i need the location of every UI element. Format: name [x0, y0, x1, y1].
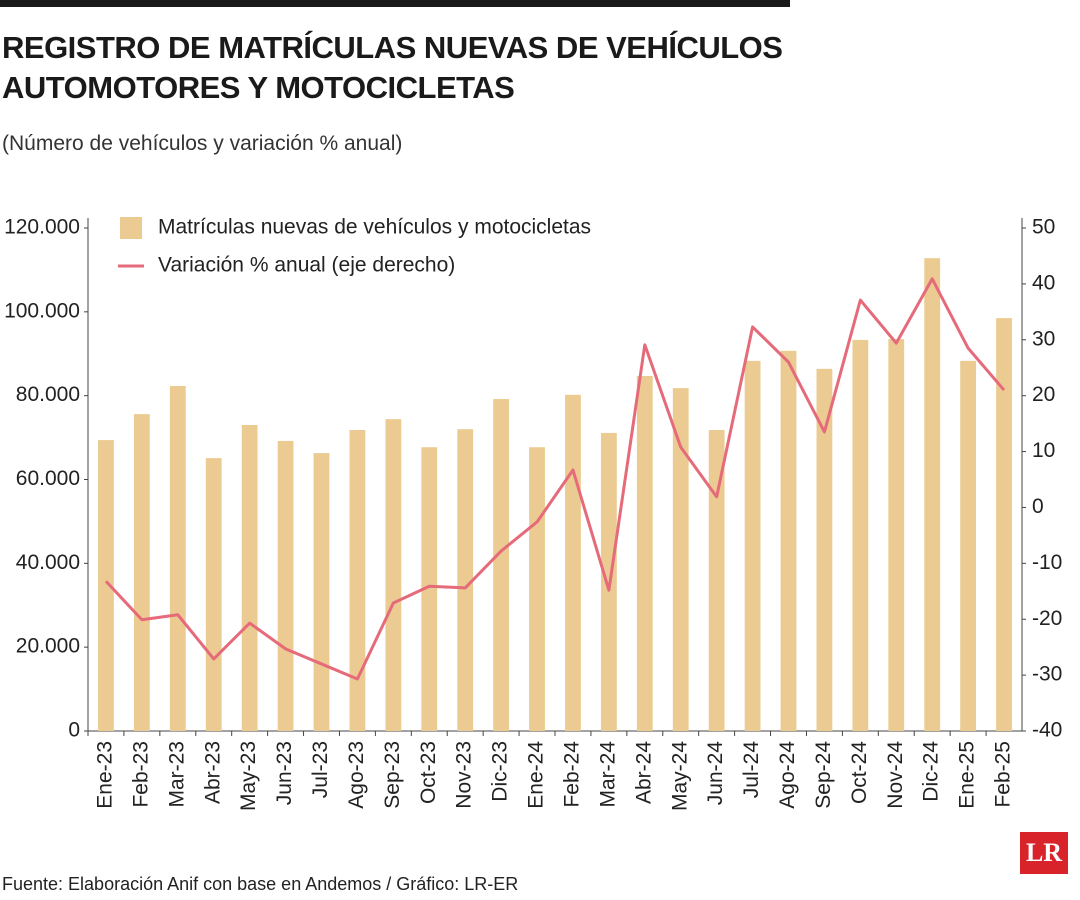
y2-tick-label: 30	[1032, 327, 1055, 350]
bar	[241, 425, 258, 731]
x-tick-label: Ene-25	[956, 741, 979, 809]
line	[104, 277, 1006, 681]
y2-tick-label: 0	[1032, 495, 1044, 518]
y2-tick-label: 20	[1032, 383, 1055, 406]
bar	[457, 429, 474, 731]
bar	[780, 350, 797, 731]
x-tick-label: Nov-23	[453, 741, 476, 809]
x-tick-label: Dic-24	[920, 741, 943, 802]
y-tick-label: 0	[68, 719, 80, 742]
y2-tick-label: -10	[1032, 551, 1062, 574]
x-tick-label: Ene-23	[94, 741, 117, 809]
x-tick-label: Mar-23	[165, 741, 188, 808]
y-tick-label: 80.000	[16, 383, 80, 406]
x-tick-label: Ago-23	[345, 741, 368, 809]
legend-label: Variación % anual (eje derecho)	[158, 254, 455, 277]
y2-tick-label: -40	[1032, 719, 1062, 742]
x-tick-label: Oct-24	[848, 741, 871, 804]
bar	[852, 339, 869, 731]
y2-tick-label: 50	[1032, 216, 1055, 239]
x-tick-label: Ago-24	[776, 741, 799, 809]
x-tick-label: Abr-23	[201, 741, 224, 804]
y2-tick-label: -30	[1032, 663, 1062, 686]
bar	[133, 414, 150, 731]
bar	[672, 388, 689, 731]
y-tick-label: 20.000	[16, 635, 80, 658]
x-tick-label: Feb-24	[561, 741, 584, 808]
y-tick-label: 100.000	[4, 299, 80, 322]
x-tick-label: Jul-23	[309, 741, 332, 798]
chart: 0 20.000 40.000 60.000 80.000 100.000 120.000 -…	[4, 216, 1062, 811]
x-tick-label: Jun-24	[704, 741, 727, 806]
bar	[996, 318, 1012, 731]
bar	[349, 430, 366, 731]
x-tick-label: Oct-23	[417, 741, 440, 804]
x-tick-label: Sep-23	[381, 741, 404, 809]
y-tick-label: 120.000	[4, 216, 80, 239]
y2-tick-label: 40	[1032, 271, 1055, 294]
y-tick-label: 40.000	[16, 551, 80, 574]
bar	[816, 368, 833, 731]
legend-swatch	[120, 217, 142, 239]
bar	[385, 419, 402, 731]
y2-tick-label: 10	[1032, 439, 1055, 462]
bar	[744, 360, 761, 731]
x-tick-label: Nov-24	[884, 741, 907, 809]
bar	[708, 430, 725, 731]
bar	[565, 394, 581, 731]
bar	[888, 339, 905, 731]
bar	[529, 447, 545, 731]
bar	[421, 447, 438, 731]
bar	[313, 453, 330, 731]
bar	[636, 375, 653, 731]
bar	[277, 440, 294, 731]
bar	[169, 386, 186, 731]
x-tick-label: Jun-23	[273, 741, 296, 805]
x-tick-label: Feb-23	[129, 741, 152, 808]
y-tick-label: 60.000	[16, 467, 80, 490]
x-tick-label: Dic-23	[489, 741, 512, 802]
x-tick-label: Sep-24	[812, 741, 835, 809]
x-tick-label: Mar-24	[596, 741, 619, 808]
source-note: Fuente: Elaboración Anif con base en And…	[2, 874, 519, 894]
bar	[205, 458, 222, 731]
bar	[960, 360, 977, 731]
bar	[98, 440, 114, 731]
x-tick-label: May-23	[237, 741, 260, 811]
logo: LR	[1020, 832, 1068, 874]
top-rule	[0, 0, 790, 7]
x-tick-label: Abr-24	[632, 741, 655, 804]
bar	[493, 399, 510, 731]
legend-label: Matrículas nuevas de vehículos y motocic…	[158, 216, 591, 239]
bar	[924, 258, 941, 731]
y2-tick-label: -20	[1032, 607, 1062, 630]
x-tick-label: Jul-24	[740, 741, 763, 799]
chart-subtitle: (Número de vehículos y variación % anual…	[2, 132, 403, 155]
x-tick-label: Ene-24	[525, 741, 548, 809]
x-tick-label: Feb-25	[992, 741, 1015, 808]
chart-title: REGISTRO DE MATRÍCULAS NUEVAS DE VEHÍCUL…	[2, 30, 783, 105]
x-tick-label: May-24	[668, 741, 691, 811]
